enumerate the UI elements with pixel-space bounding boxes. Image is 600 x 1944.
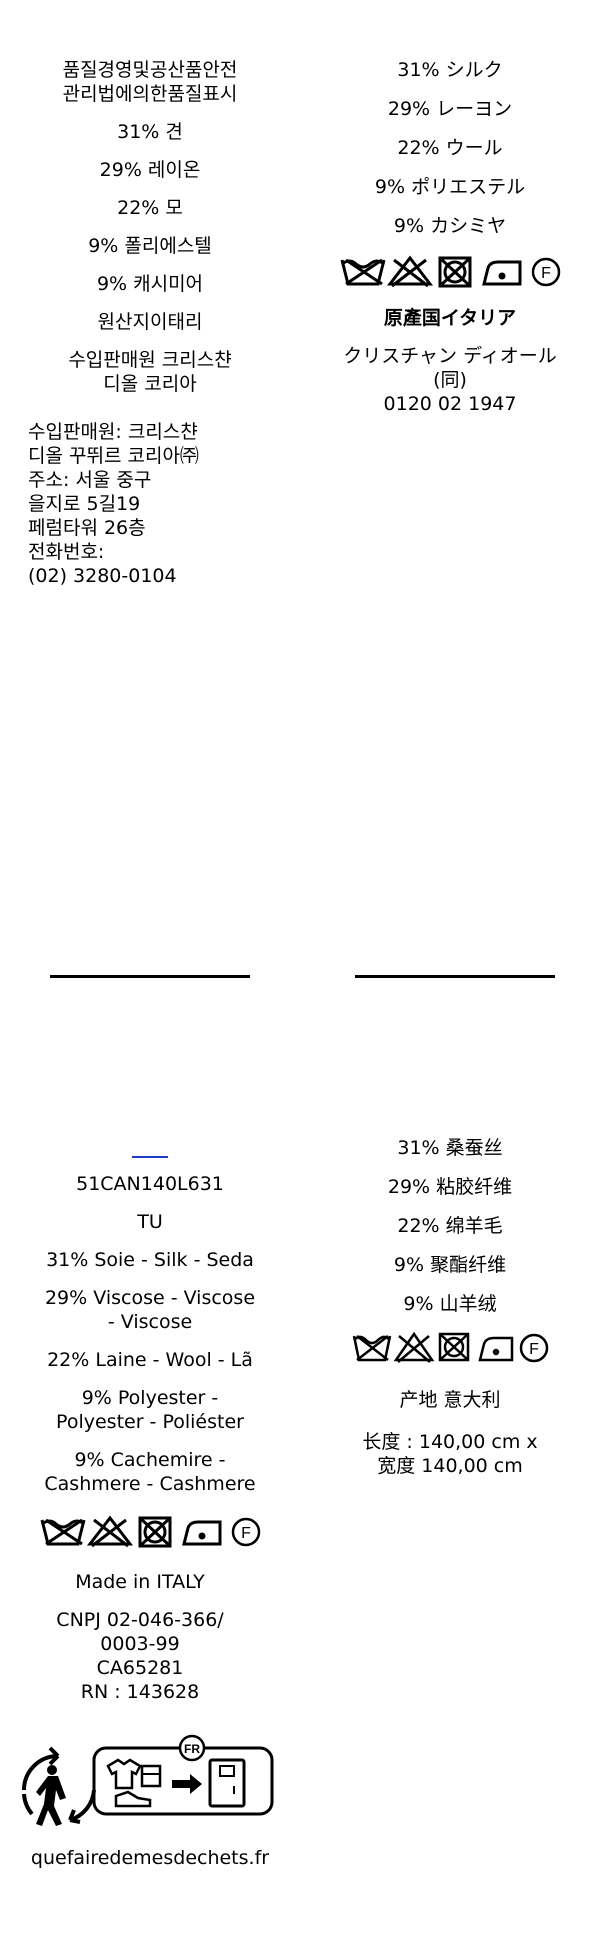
chinese-label: 31% 桑蚕丝 29% 粘胶纤维 22% 绵羊毛 9% 聚酯纤维 9% 山羊绒 [320,1136,580,1316]
svg-text:F: F [241,1525,251,1542]
iron-low-icon [482,260,522,286]
cn-cashmere: 9% 山羊绒 [403,1293,497,1315]
recycle-site: quefairedemesdechets.fr [30,1847,270,1869]
do-not-tumble-dry-icon [438,256,472,288]
size: TU [137,1211,163,1233]
jp-phone: 0120 02 1947 [383,393,517,415]
do-not-bleach-icon [86,1515,134,1548]
cn-polyester: 9% 聚酯纤维 [393,1254,507,1276]
kr-polyester: 9% 폴리에스텔 [88,235,212,257]
ca-number: CA65281 [96,1657,184,1679]
ml-wool: 22% Laine - Wool - Lã [47,1349,253,1371]
korean-label: 품질경영및공산품안전 관리법에의한품질표시 31% 견 29% 레이온 22% … [20,58,280,396]
do-not-wash-icon [340,258,386,286]
kr-origin: 원산지이태리 [97,311,203,333]
ml-polyester-line1: 9% Polyester - [81,1387,219,1409]
dry-clean-f-icon: F [231,1517,261,1547]
rn-number: RN : 143628 [80,1681,200,1703]
ml-viscose-line2: - Viscose [107,1311,193,1333]
cnpj-line2: 0003-99 [100,1633,180,1655]
do-not-wash-icon [352,1335,392,1362]
japanese-label-lower: 原產国イタリア クリスチャン ディオール (同) 0120 02 1947 [320,306,580,416]
jp-care-symbols: F [340,254,566,290]
multilingual-label: 51CAN140L631 TU 31% Soie - Silk - Seda 2… [10,1172,290,1496]
iron-low-icon [182,1520,222,1546]
multilingual-label-lower: Made in ITALY CNPJ 02-046-366/ 0003-99 C… [0,1570,280,1704]
kr-importer-line2: 디올 코리아 [103,373,197,395]
dry-clean-f-icon: F [531,257,561,287]
made-in: Made in ITALY [75,1571,205,1593]
cn-origin: 产地 意大利 [399,1389,501,1411]
cn-viscose: 29% 粘胶纤维 [387,1176,513,1198]
jp-maker-line1: クリスチャン ディオール [343,345,557,367]
jp-maker-line2: (同) [433,369,467,391]
ml-cashmere-line2: Cashmere - Cashmere [44,1473,256,1495]
kr-importer-line1: 수입판매원 크리스챤 [68,349,232,371]
divider-left [50,975,250,978]
kr-address-block: 수입판매원: 크리스챤 디올 꾸뛰르 코리아㈜ 주소: 서울 중구 을지로 5길… [28,420,199,588]
ml-polyester-line2: Polyester - Poliéster [56,1411,244,1433]
svg-text:F: F [541,265,551,282]
kr-address-line: 전화번호: [28,541,105,563]
jp-wool: 22% ウール [397,137,503,159]
kr-address-line: 디올 꾸뛰르 코리아㈜ [28,445,199,467]
kr-address-line: 페럼타워 26층 [28,517,146,539]
cn-width: 宽度 140,00 cm [377,1455,523,1477]
cnpj-line1: CNPJ 02-046-366/ [56,1609,224,1631]
jp-rayon: 29% レーヨン [387,98,513,120]
blue-link-mark [132,1156,168,1158]
kr-silk: 31% 견 [117,121,183,143]
ml-silk: 31% Soie - Silk - Seda [46,1249,254,1271]
ml-care-symbols: F [40,1514,266,1550]
ml-viscose-line1: 29% Viscose - Viscose [44,1287,256,1309]
jp-origin: 原產国イタリア [383,307,517,329]
do-not-tumble-dry-icon [138,1516,172,1548]
cn-care-symbols: F [352,1330,552,1366]
kr-cashmere: 9% 캐시미어 [96,273,204,295]
kr-address-line: 수입판매원: 크리스챤 [28,421,198,443]
ml-cashmere-line1: 9% Cachemire - [74,1449,226,1471]
kr-address-line: 주소: 서울 중구 [28,469,152,491]
dry-clean-f-icon: F [519,1333,549,1363]
svg-text:F: F [529,1341,539,1358]
cn-silk: 31% 桑蚕丝 [397,1137,503,1159]
cn-length: 长度 : 140,00 cm x [362,1431,538,1453]
jp-polyester: 9% ポリエステル [374,176,526,198]
cn-wool: 22% 绵羊毛 [397,1215,503,1237]
do-not-wash-icon [40,1518,86,1546]
kr-rayon: 29% 레이온 [99,159,201,181]
kr-header-line2: 관리법에의한품질표시 [62,83,238,105]
do-not-bleach-icon [386,255,434,288]
triman-recycle-icon: FR [14,1734,284,1842]
do-not-tumble-dry-icon [438,1332,470,1362]
kr-header-line1: 품질경영및공산품안전 [62,59,238,81]
kr-address-line: (02) 3280-0104 [28,565,177,587]
jp-cashmere: 9% カシミヤ [393,215,507,237]
chinese-label-lower: 产地 意大利 长度 : 140,00 cm x 宽度 140,00 cm [320,1388,580,1478]
jp-silk: 31% シルク [397,59,503,81]
divider-right [355,975,555,978]
do-not-bleach-icon [393,1331,435,1363]
iron-low-icon [478,1336,514,1362]
fr-badge: FR [184,1742,200,1756]
product-code: 51CAN140L631 [76,1173,224,1195]
japanese-label: 31% シルク 29% レーヨン 22% ウール 9% ポリエステル 9% カシ… [320,58,580,238]
kr-wool: 22% 모 [117,197,183,219]
kr-address-line: 을지로 5길19 [28,493,141,515]
